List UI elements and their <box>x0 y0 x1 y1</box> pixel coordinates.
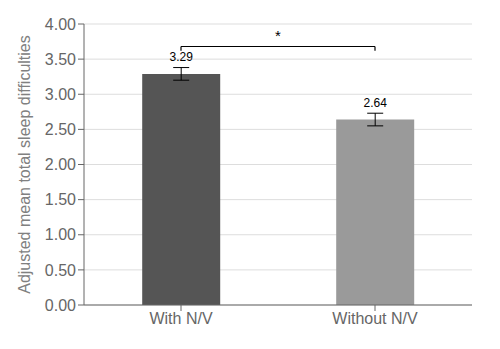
svg-text:4.00: 4.00 <box>45 16 76 33</box>
svg-text:With N/V: With N/V <box>149 310 212 327</box>
svg-text:Without N/V: Without N/V <box>332 310 418 327</box>
svg-text:2.50: 2.50 <box>45 121 76 138</box>
svg-text:Adjusted mean total sleep diff: Adjusted mean total sleep difficulties <box>16 35 33 294</box>
svg-text:*: * <box>275 27 281 44</box>
svg-text:0.00: 0.00 <box>45 297 76 314</box>
svg-text:2.00: 2.00 <box>45 156 76 173</box>
svg-text:3.50: 3.50 <box>45 51 76 68</box>
svg-text:0.50: 0.50 <box>45 262 76 279</box>
svg-text:3.00: 3.00 <box>45 86 76 103</box>
svg-text:1.00: 1.00 <box>45 226 76 243</box>
svg-text:1.50: 1.50 <box>45 191 76 208</box>
svg-text:2.64: 2.64 <box>364 96 388 110</box>
svg-text:3.29: 3.29 <box>170 50 194 64</box>
